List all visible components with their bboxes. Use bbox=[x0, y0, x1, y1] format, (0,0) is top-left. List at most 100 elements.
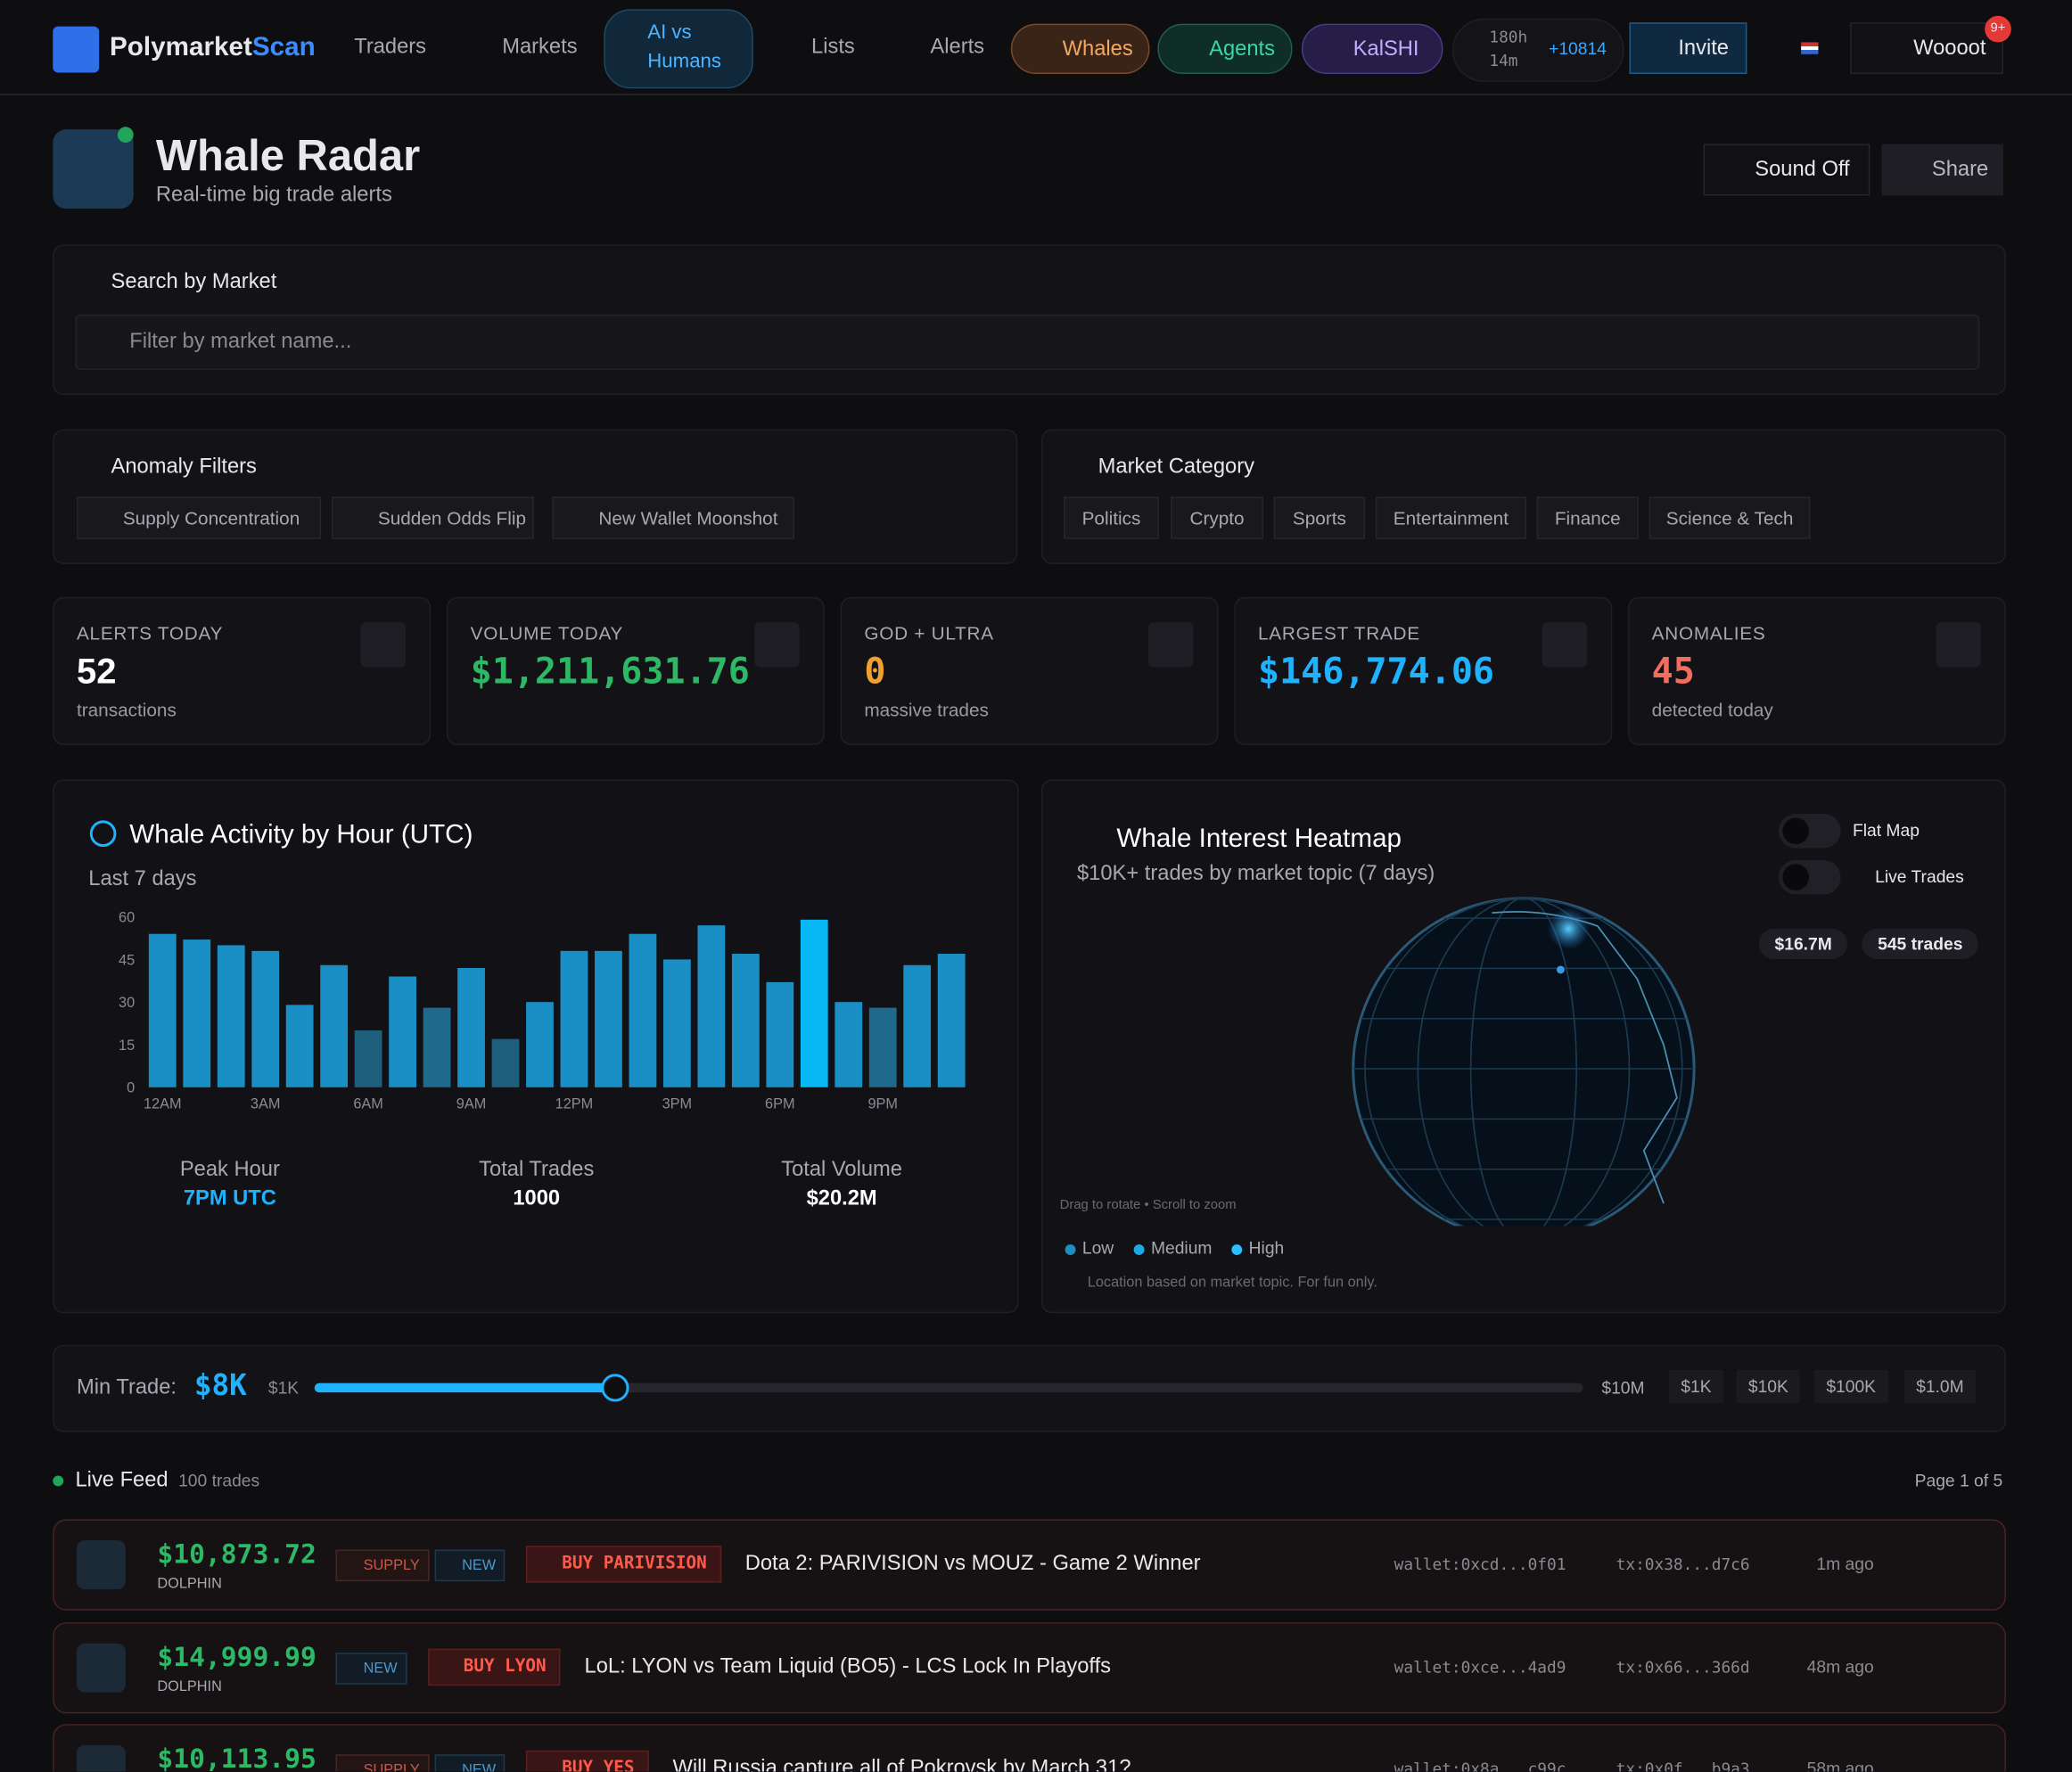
market-name: LoL: LYON vs Team Liquid (BO5) - LCS Loc… bbox=[584, 1655, 1112, 1678]
anomaly-title: Anomaly Filters bbox=[111, 455, 257, 479]
chart-panel: Whale Activity by Hour (UTC) Last 7 days 0… bbox=[53, 779, 1019, 1314]
sound-button[interactable]: Sound Off bbox=[1703, 144, 1871, 196]
preset-button[interactable]: $10K bbox=[1736, 1369, 1801, 1404]
stat-icon bbox=[754, 622, 800, 668]
bar bbox=[285, 1005, 314, 1087]
wallet: wallet:0xce...4ad9 bbox=[1394, 1658, 1566, 1677]
stat-label: VOLUME TODAY bbox=[470, 622, 624, 644]
category-chip[interactable]: Politics bbox=[1064, 496, 1159, 539]
chart-icon bbox=[89, 820, 117, 848]
heatmap-subtitle: $10K+ trades by market topic (7 days) bbox=[1076, 862, 1435, 886]
wallet: wallet:0x8a...c99c bbox=[1394, 1760, 1566, 1772]
toggle-knob bbox=[1782, 864, 1810, 890]
summary-label: Total Trades bbox=[479, 1158, 594, 1181]
slider-track[interactable] bbox=[314, 1382, 1583, 1393]
legend-dot bbox=[1231, 1244, 1243, 1256]
globe[interactable] bbox=[1042, 781, 2004, 1230]
stat-card: VOLUME TODAY $1,211,631.76 bbox=[446, 596, 825, 745]
summary-value: 1000 bbox=[513, 1187, 560, 1210]
preset-button[interactable]: $1K bbox=[1668, 1369, 1723, 1404]
points: +10814 bbox=[1549, 37, 1607, 59]
summary-value: $20.2M bbox=[807, 1187, 877, 1210]
feed-row[interactable]: $14,999.99 DOLPHIN NEW BUY LYON LoL: LYON vs… bbox=[53, 1622, 2006, 1714]
nav-link[interactable]: Traders bbox=[354, 36, 427, 59]
heatmap-note: Location based on market topic. For fun … bbox=[1087, 1275, 1377, 1292]
preset-button[interactable]: $1.0M bbox=[1903, 1369, 1977, 1404]
invite-button[interactable]: Invite bbox=[1629, 22, 1747, 74]
page-title: Whale Radar bbox=[155, 130, 421, 180]
category-chip[interactable]: Entertainment bbox=[1375, 496, 1526, 539]
x-tick-label: 9AM bbox=[456, 1096, 487, 1112]
legend-dot bbox=[1133, 1244, 1145, 1256]
live-dot bbox=[53, 1475, 64, 1487]
bar bbox=[595, 950, 622, 1087]
stat-card: ALERTS TODAY 52 transactions bbox=[53, 596, 432, 745]
trade-amount: $10,873.72 bbox=[157, 1538, 317, 1570]
logo bbox=[53, 26, 100, 73]
legend-label: Low bbox=[1081, 1237, 1114, 1258]
notification-badge: 9+ bbox=[1985, 15, 2011, 43]
stat-note: transactions bbox=[76, 699, 177, 720]
trade-tag: NEW bbox=[335, 1653, 407, 1685]
bar bbox=[320, 964, 349, 1087]
category-chip[interactable]: Science & Tech bbox=[1649, 496, 1811, 539]
slider-min: $1K bbox=[267, 1377, 300, 1399]
anomaly-chip[interactable]: Sudden Odds Flip bbox=[332, 496, 534, 539]
bar bbox=[526, 1002, 554, 1087]
status-dot bbox=[117, 127, 134, 144]
feed-count: 100 trades bbox=[178, 1470, 260, 1490]
anomaly-chip[interactable]: Supply Concentration bbox=[76, 496, 322, 539]
legend-label: High bbox=[1248, 1237, 1285, 1258]
trade-tag: NEW bbox=[434, 1754, 506, 1772]
bar bbox=[766, 981, 794, 1087]
bar bbox=[800, 919, 828, 1087]
timer-m: 14m bbox=[1489, 51, 1518, 70]
bar bbox=[629, 933, 657, 1087]
summary-label: Peak Hour bbox=[180, 1158, 280, 1181]
market-name: Will Russia capture all of Pokrovsk by M… bbox=[672, 1757, 1131, 1772]
feed-row[interactable]: $10,873.72 DOLPHIN SUPPLY NEW BUY PARIVISION… bbox=[53, 1519, 2006, 1611]
pill-whales[interactable]: Whales bbox=[1010, 23, 1150, 74]
stat-icon bbox=[360, 622, 407, 668]
x-tick-label: 9PM bbox=[867, 1096, 898, 1112]
nav-link[interactable]: Lists bbox=[811, 36, 855, 59]
stat-label: GOD + ULTRA bbox=[864, 622, 994, 644]
market-name: Dota 2: PARIVISION vs MOUZ - Game 2 Winn… bbox=[744, 1552, 1201, 1575]
preset-button[interactable]: $100K bbox=[1813, 1369, 1888, 1404]
nav-link[interactable]: Alerts bbox=[930, 36, 985, 59]
globe-hint: Drag to rotate • Scroll to zoom bbox=[1059, 1198, 1237, 1213]
trade-tag: SUPPLY bbox=[335, 1754, 430, 1772]
volume-chip: $16.7M bbox=[1758, 928, 1848, 960]
bar bbox=[217, 945, 245, 1087]
pill-agents[interactable]: Agents bbox=[1157, 23, 1293, 74]
bar bbox=[423, 1007, 451, 1087]
category-chip[interactable]: Sports bbox=[1273, 496, 1366, 539]
anomaly-chip[interactable]: New Wallet Moonshot bbox=[552, 496, 794, 539]
category-chip[interactable]: Crypto bbox=[1171, 496, 1263, 539]
toggle-label: Live Trades bbox=[1875, 866, 1964, 887]
trade-tag: SUPPLY bbox=[335, 1549, 430, 1582]
heatmap-title: Whale Interest Heatmap bbox=[1116, 824, 1402, 854]
user-button[interactable]: Woooot bbox=[1849, 22, 2003, 74]
flag bbox=[1801, 42, 1819, 54]
category-chip[interactable]: Finance bbox=[1536, 496, 1639, 539]
search-input[interactable]: Filter by market name... bbox=[75, 314, 1980, 370]
pill-kalshi[interactable]: KalSHI bbox=[1301, 23, 1443, 74]
bar bbox=[731, 954, 760, 1087]
slider-knob[interactable] bbox=[601, 1374, 629, 1402]
stat-label: LARGEST TRADE bbox=[1257, 622, 1420, 644]
page-subtitle: Real-time big trade alerts bbox=[155, 184, 392, 207]
brand-a: Polymarket bbox=[110, 33, 252, 62]
wallet: wallet:0xcd...0f01 bbox=[1394, 1555, 1566, 1574]
row-icon bbox=[76, 1540, 126, 1590]
nav-link[interactable]: Markets bbox=[502, 36, 578, 59]
trade-side: BUY PARIVISION bbox=[526, 1546, 722, 1583]
y-tick-label: 30 bbox=[119, 995, 135, 1011]
bar bbox=[662, 959, 691, 1087]
y-tick-label: 60 bbox=[119, 910, 135, 926]
y-tick-label: 15 bbox=[119, 1038, 135, 1054]
share-button[interactable]: Share bbox=[1881, 144, 2003, 196]
pill-ai[interactable]: AI vs Humans bbox=[604, 9, 753, 89]
